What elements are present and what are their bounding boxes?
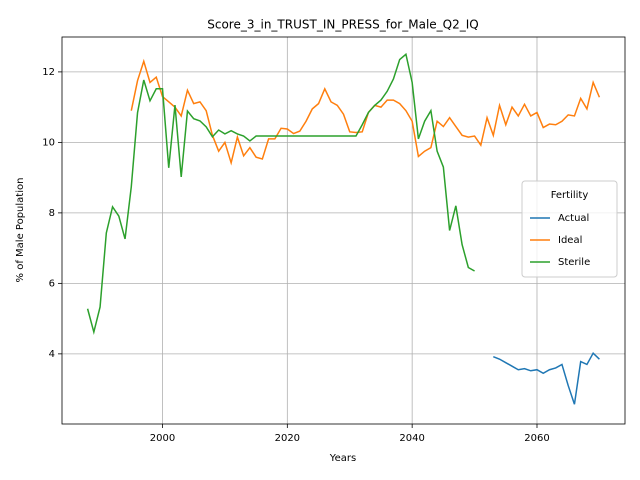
plot-frame [61, 36, 626, 425]
series-line [86, 52, 475, 336]
y-tick-label: 4 [49, 349, 55, 360]
x-axis-label: Years [329, 453, 356, 464]
legend-label: Actual [558, 213, 589, 224]
legend-label: Ideal [558, 235, 582, 246]
y-tick-label: 6 [49, 278, 55, 289]
x-tick-label: 2020 [275, 433, 300, 444]
series-line [130, 58, 601, 166]
y-axis-label: % of Male Population [15, 178, 26, 283]
y-tick-label: 12 [42, 67, 55, 78]
series-line [493, 351, 600, 405]
y-tick-label: 10 [42, 137, 55, 148]
legend-label: Sterile [558, 257, 590, 268]
x-tick-label: 2000 [150, 433, 175, 444]
chart-title: Score_3_in_TRUST_IN_PRESS_for_Male_Q2_IQ [207, 18, 478, 32]
y-tick-label: 8 [49, 208, 55, 219]
legend-box [521, 180, 618, 278]
x-tick-label: 2040 [399, 433, 424, 444]
legend-title: Fertility [551, 190, 589, 201]
x-tick-label: 2060 [524, 433, 549, 444]
